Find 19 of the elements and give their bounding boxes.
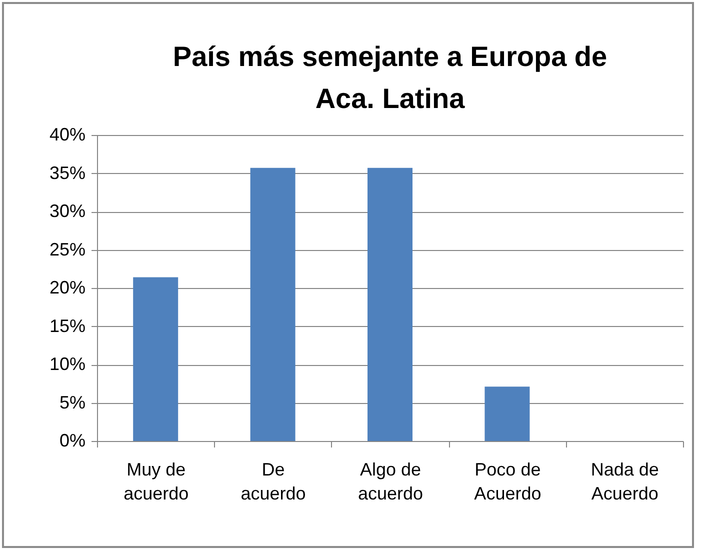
bar — [368, 168, 412, 441]
y-tick-label: 25% — [49, 239, 86, 260]
y-tick-label: 40% — [49, 124, 86, 144]
y-tick-label: 10% — [49, 354, 86, 374]
y-tick-label: 35% — [49, 162, 86, 183]
y-tick-label: 30% — [49, 201, 86, 221]
bar — [133, 277, 178, 441]
x-tick-label: Algo de acuerdo — [358, 460, 424, 504]
x-tick-label: Muy de acuerdo — [124, 460, 189, 504]
chart-title: País más semejante a Europa de Aca. Latina — [172, 41, 608, 114]
y-tick-label: 15% — [49, 316, 86, 336]
y-tick-label: 20% — [49, 278, 86, 298]
y-tick-label: 0% — [59, 430, 86, 450]
x-tick-label: De acuerdo — [240, 460, 306, 504]
bar — [250, 168, 296, 441]
x-tick-label: Nada de Acuerdo — [590, 460, 659, 504]
bar — [484, 386, 530, 441]
y-tick-label: 5% — [59, 392, 86, 412]
x-tick-label: Poco de Acuerdo — [474, 460, 542, 504]
